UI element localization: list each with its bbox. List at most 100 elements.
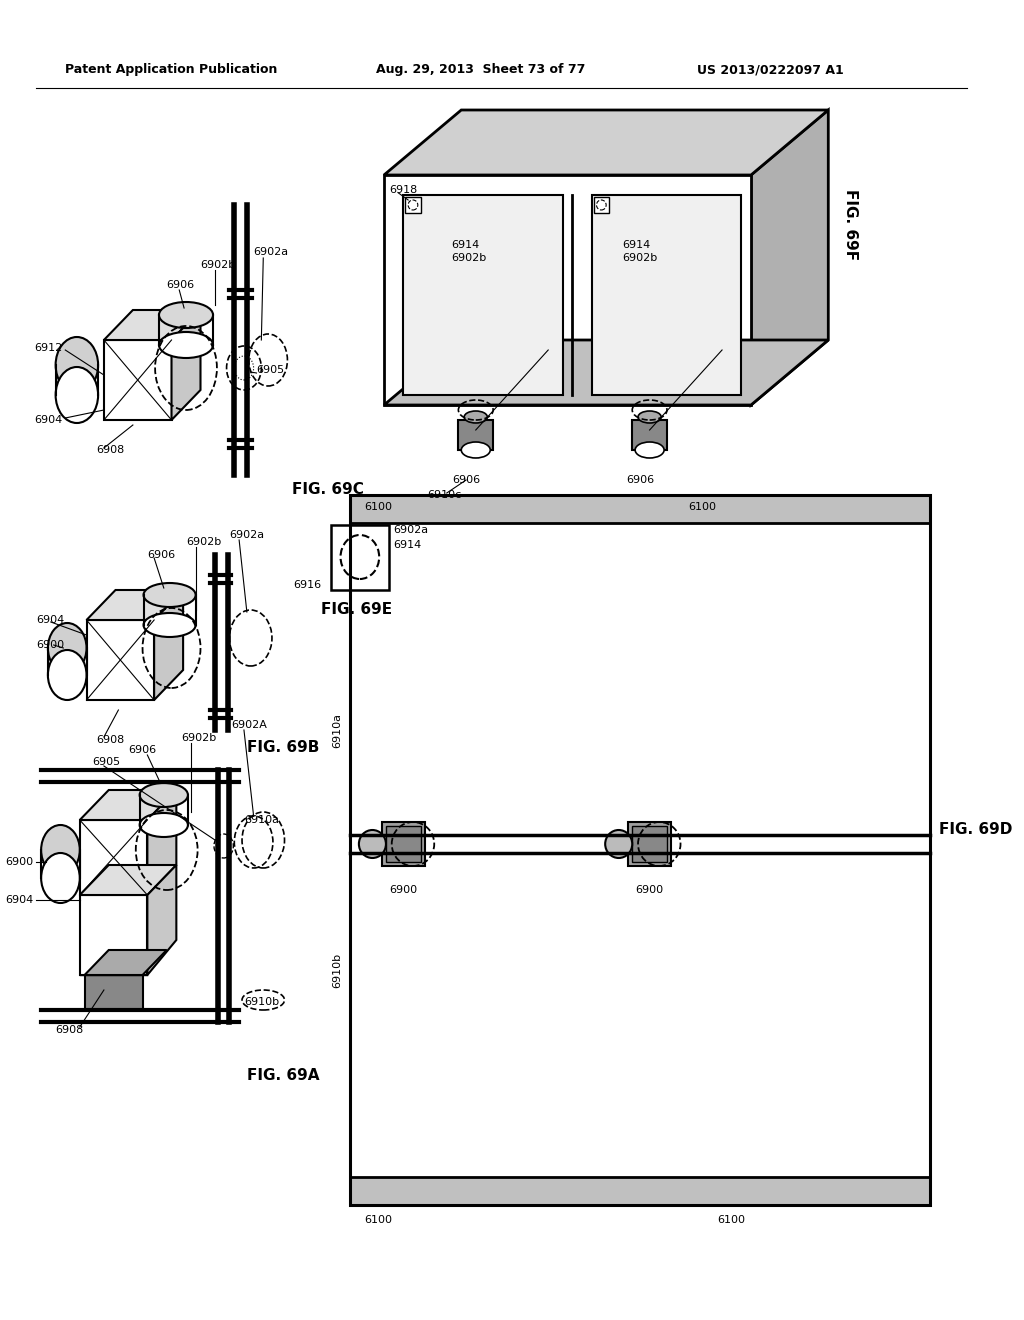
Bar xyxy=(459,420,494,450)
Polygon shape xyxy=(80,789,176,820)
Text: 6904: 6904 xyxy=(34,414,62,425)
Ellipse shape xyxy=(139,813,188,837)
Text: 6916: 6916 xyxy=(293,579,322,590)
Text: 6908: 6908 xyxy=(55,1026,84,1035)
Text: 6906: 6906 xyxy=(167,280,195,290)
Polygon shape xyxy=(751,110,828,405)
Polygon shape xyxy=(103,310,201,341)
Ellipse shape xyxy=(41,825,80,875)
Text: FIG. 69A: FIG. 69A xyxy=(247,1068,319,1082)
Text: 6902b: 6902b xyxy=(452,253,486,263)
Bar xyxy=(629,822,671,866)
Text: 6914: 6914 xyxy=(623,240,651,249)
Text: 6902b: 6902b xyxy=(201,260,236,271)
Ellipse shape xyxy=(358,830,386,858)
Polygon shape xyxy=(147,865,176,975)
Bar xyxy=(632,826,667,862)
Text: 6100: 6100 xyxy=(365,502,392,512)
Bar xyxy=(632,420,667,450)
Ellipse shape xyxy=(638,411,662,422)
Text: FIG. 69E: FIG. 69E xyxy=(322,602,392,618)
Text: 6100: 6100 xyxy=(717,1214,745,1225)
Text: 6910b: 6910b xyxy=(244,997,280,1007)
Polygon shape xyxy=(147,789,176,895)
Polygon shape xyxy=(171,310,201,420)
Text: Aug. 29, 2013  Sheet 73 of 77: Aug. 29, 2013 Sheet 73 of 77 xyxy=(376,63,586,77)
Bar xyxy=(331,525,389,590)
Polygon shape xyxy=(86,590,183,620)
Text: Patent Application Publication: Patent Application Publication xyxy=(66,63,278,77)
Text: 6100: 6100 xyxy=(365,1214,392,1225)
Text: 6100: 6100 xyxy=(688,502,716,512)
Ellipse shape xyxy=(143,583,196,607)
Text: 6910a: 6910a xyxy=(333,713,342,747)
Text: 6900: 6900 xyxy=(389,884,417,895)
Bar xyxy=(406,197,421,213)
Ellipse shape xyxy=(55,367,98,422)
Text: 6910b: 6910b xyxy=(333,953,342,987)
Polygon shape xyxy=(80,820,147,895)
Ellipse shape xyxy=(605,830,632,858)
Polygon shape xyxy=(384,110,828,176)
Text: 6902a: 6902a xyxy=(393,525,429,535)
Polygon shape xyxy=(103,341,171,420)
Polygon shape xyxy=(384,341,828,405)
Text: 6904: 6904 xyxy=(5,895,34,906)
Polygon shape xyxy=(155,590,183,700)
Text: 6900: 6900 xyxy=(635,884,664,895)
Bar xyxy=(594,197,609,213)
Text: 6912: 6912 xyxy=(34,343,62,352)
Ellipse shape xyxy=(159,333,213,358)
Text: 6914: 6914 xyxy=(452,240,480,249)
Text: 6914: 6914 xyxy=(393,540,422,550)
Text: FIG. 69B: FIG. 69B xyxy=(247,741,319,755)
Text: 6902b: 6902b xyxy=(186,537,221,546)
Polygon shape xyxy=(80,865,176,895)
Text: FIG. 69D: FIG. 69D xyxy=(939,822,1013,837)
Text: US 2013/0222097 A1: US 2013/0222097 A1 xyxy=(697,63,844,77)
Text: 6908: 6908 xyxy=(96,445,125,455)
Text: 6902a: 6902a xyxy=(229,531,264,540)
Text: 6902b: 6902b xyxy=(181,733,216,743)
Text: 6906: 6906 xyxy=(128,744,157,755)
Bar xyxy=(382,822,425,866)
Bar xyxy=(386,826,421,862)
Polygon shape xyxy=(384,176,751,405)
Ellipse shape xyxy=(635,442,665,458)
Text: 6902a: 6902a xyxy=(254,247,289,257)
Text: 6900: 6900 xyxy=(36,640,65,649)
Text: 6918: 6918 xyxy=(389,185,417,195)
Ellipse shape xyxy=(139,783,188,807)
Text: 6905: 6905 xyxy=(257,366,285,375)
Polygon shape xyxy=(85,950,167,975)
Text: FIG. 69F: FIG. 69F xyxy=(843,190,858,260)
Text: 6905: 6905 xyxy=(92,756,121,767)
Polygon shape xyxy=(85,975,142,1010)
Ellipse shape xyxy=(48,623,86,673)
Text: 6900: 6900 xyxy=(5,857,34,867)
Text: 6906: 6906 xyxy=(626,475,654,484)
Text: 6904: 6904 xyxy=(36,615,65,624)
Ellipse shape xyxy=(48,649,86,700)
Text: 6906: 6906 xyxy=(452,475,480,484)
Text: FIG. 69C: FIG. 69C xyxy=(292,483,365,498)
Ellipse shape xyxy=(143,612,196,638)
Ellipse shape xyxy=(159,302,213,327)
Polygon shape xyxy=(86,620,155,700)
Text: 6906: 6906 xyxy=(147,550,175,560)
Ellipse shape xyxy=(55,337,98,393)
Polygon shape xyxy=(350,495,930,523)
Ellipse shape xyxy=(41,853,80,903)
Bar xyxy=(403,195,562,395)
Ellipse shape xyxy=(461,442,490,458)
Bar xyxy=(350,495,930,1205)
Text: 6910c: 6910c xyxy=(427,490,462,500)
Text: 6902A: 6902A xyxy=(231,719,267,730)
Ellipse shape xyxy=(464,411,487,422)
Bar xyxy=(592,195,741,395)
Text: 6908: 6908 xyxy=(96,735,125,744)
Text: 6902b: 6902b xyxy=(623,253,657,263)
Polygon shape xyxy=(350,1177,930,1205)
Text: 6910a: 6910a xyxy=(244,814,279,825)
Polygon shape xyxy=(80,895,147,975)
